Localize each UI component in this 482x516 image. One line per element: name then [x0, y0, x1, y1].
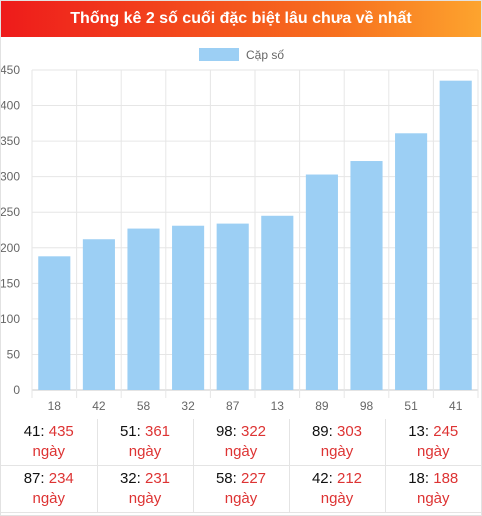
pair-number: 32: [119, 470, 145, 487]
stat-line: 51: 361 [98, 422, 193, 442]
stat-cell: 98: 322 ngày [192, 419, 290, 466]
y-tick-label: 50 [7, 347, 21, 361]
x-tick-label: 89 [315, 399, 329, 413]
x-tick-label: 42 [92, 399, 106, 413]
days-unit: ngày [128, 490, 162, 507]
days-count: 322 [241, 423, 267, 440]
days-count: 245 [433, 423, 459, 440]
y-tick-label: 350 [1, 134, 20, 148]
x-tick-label: 32 [181, 399, 195, 413]
days-unit: ngày [224, 490, 258, 507]
y-tick-label: 250 [1, 205, 20, 219]
pair-number: 89: [311, 423, 337, 440]
x-tick-label: 41 [449, 399, 463, 413]
stat-cell: 13: 245 ngày [384, 419, 482, 466]
bar-51[interactable] [395, 133, 428, 390]
pair-number: 42: [311, 470, 337, 487]
stat-line: 42: 212 [290, 469, 385, 489]
pair-number: 41: [23, 423, 49, 440]
stat-line: 32: 231 [98, 469, 193, 489]
days-unit: ngày [128, 443, 162, 460]
bar-13[interactable] [261, 215, 294, 390]
bar-58[interactable] [127, 228, 160, 390]
pair-number: 58: [215, 470, 241, 487]
days-count: 212 [337, 470, 363, 487]
stat-cell: 87: 234 ngày [1, 465, 98, 513]
days-unit: ngày [416, 443, 450, 460]
y-tick-label: 150 [1, 276, 20, 290]
x-tick-label: 13 [271, 399, 285, 413]
days-unit: ngày [32, 490, 66, 507]
days-unit: ngày [224, 443, 258, 460]
pair-number: 51: [119, 423, 145, 440]
days-count: 435 [48, 423, 74, 440]
stat-cell: 58: 227 ngày [192, 465, 290, 513]
stat-line: 58: 227 [194, 469, 289, 489]
days-count: 231 [145, 470, 171, 487]
stat-line: 18: 188 [386, 469, 482, 489]
y-tick-label: 450 [1, 63, 20, 77]
days-count: 361 [145, 423, 171, 440]
pair-number: 87: [23, 470, 49, 487]
x-tick-label: 18 [48, 399, 62, 413]
days-unit: ngày [320, 490, 354, 507]
stats-table: 41: 435 ngày 51: 361 ngày 98: 322 ngày 89: 303… [1, 419, 481, 513]
stat-cell: 89: 303 ngày [288, 419, 386, 466]
bar-42[interactable] [82, 239, 115, 390]
x-tick-label: 58 [137, 399, 151, 413]
table-row: 87: 234 ngày 32: 231 ngày 58: 227 ngày 42: 212… [1, 465, 482, 513]
x-tick-label: 98 [360, 399, 374, 413]
x-tick-label: 51 [404, 399, 418, 413]
days-unit: ngày [416, 490, 450, 507]
table-row: 41: 435 ngày 51: 361 ngày 98: 322 ngày 89: 303… [1, 419, 481, 466]
pair-number: 13: [408, 423, 434, 440]
stat-cell: 51: 361 ngày [96, 419, 194, 466]
bar-32[interactable] [172, 225, 205, 390]
stat-cell: 32: 231 ngày [96, 465, 194, 513]
bar-41[interactable] [439, 80, 472, 390]
stat-line: 13: 245 [386, 422, 482, 442]
x-tick-label: 87 [226, 399, 240, 413]
days-count: 303 [337, 423, 363, 440]
legend-swatch [199, 48, 239, 61]
stat-line: 41: 435 [1, 422, 97, 442]
bar-89[interactable] [305, 174, 338, 390]
days-count: 227 [241, 470, 267, 487]
bar-chart: Cặp số 0 50 100 150 200 250 300 350 400 450 18 42 58 3… [1, 48, 479, 413]
pair-number: 18: [408, 470, 434, 487]
days-count: 234 [48, 470, 74, 487]
days-count: 188 [433, 470, 459, 487]
stat-cell: 41: 435 ngày [1, 419, 98, 466]
days-unit: ngày [32, 443, 66, 460]
days-unit: ngày [320, 443, 354, 460]
bar-87[interactable] [216, 223, 249, 390]
y-tick-label: 300 [1, 170, 20, 184]
panel-title: Thống kê 2 số cuối đặc biệt lâu chưa về … [1, 1, 481, 37]
y-tick-label: 400 [1, 99, 20, 113]
y-tick-label: 100 [1, 312, 20, 326]
bar-98[interactable] [350, 161, 383, 390]
pair-number: 98: [215, 423, 241, 440]
stat-line: 87: 234 [1, 469, 97, 489]
stat-line: 89: 303 [290, 422, 385, 442]
y-tick-label: 200 [1, 241, 20, 255]
stat-cell: 18: 188 ngày [384, 465, 482, 513]
bar-18[interactable] [38, 256, 71, 390]
stat-cell: 42: 212 ngày [288, 465, 386, 513]
y-tick-label: 0 [13, 383, 20, 397]
stat-line: 98: 322 [194, 422, 289, 442]
legend-label[interactable]: Cặp số [246, 48, 284, 62]
